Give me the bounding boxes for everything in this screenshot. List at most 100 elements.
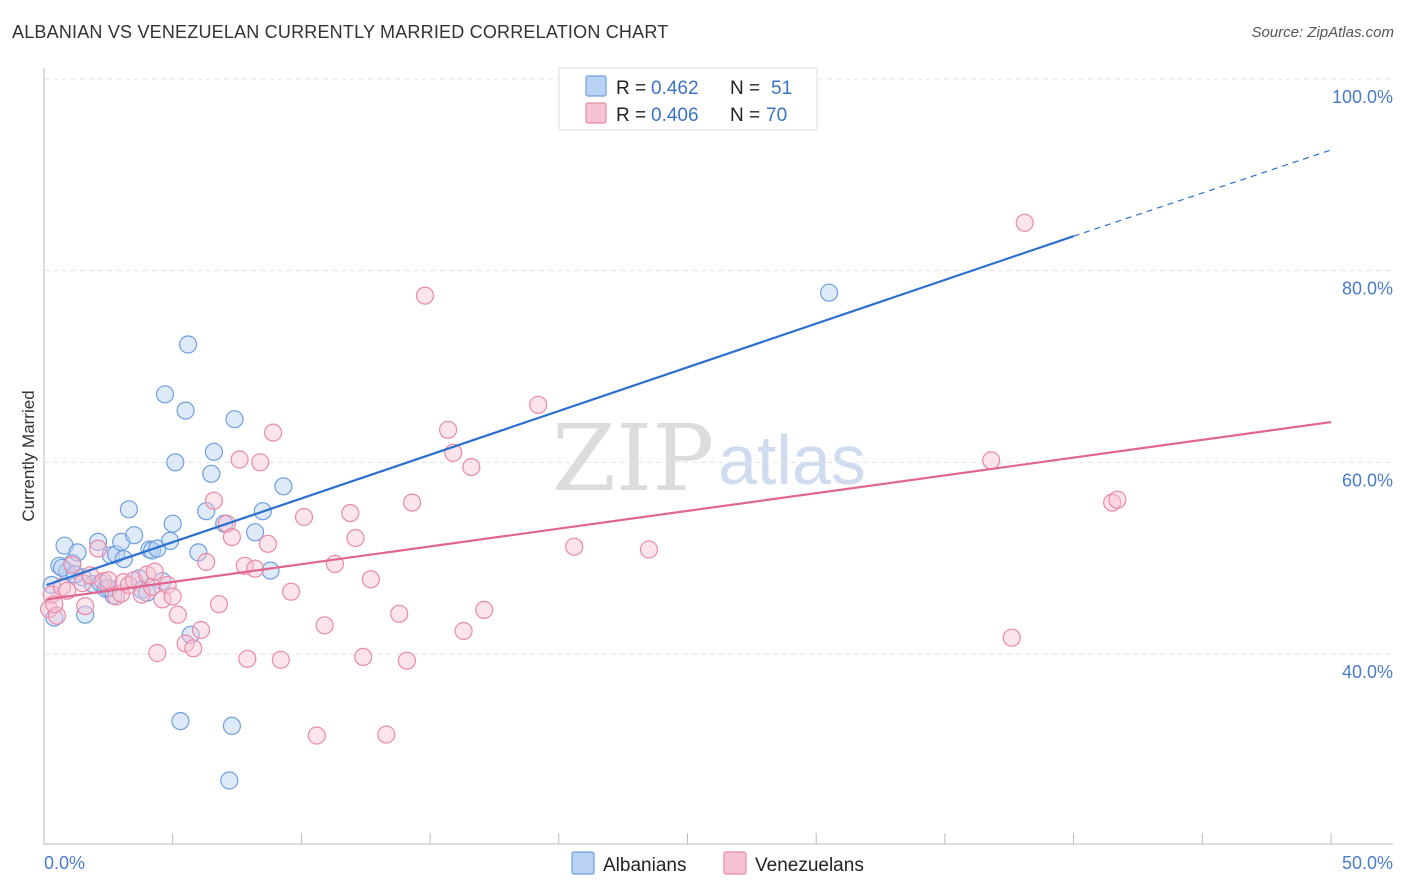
albanians-point — [171, 711, 190, 731]
venezuelans-point — [76, 596, 95, 616]
venezuelans-trend-line — [46, 420, 1332, 601]
watermark: ZIP atlas — [552, 405, 866, 512]
venezuelans-point — [415, 286, 435, 305]
venezuelans-point — [1015, 213, 1034, 232]
venezuelans-point — [99, 571, 118, 590]
albanians-point — [261, 561, 280, 580]
albanians-point — [155, 385, 175, 404]
albanians-point — [166, 453, 185, 472]
albanians-point — [189, 543, 208, 562]
venezuelans-point — [47, 606, 67, 625]
venezuelans-swatch — [585, 102, 607, 124]
venezuelans-point — [63, 555, 82, 575]
albanians-point — [181, 625, 200, 644]
venezuelans-point — [454, 621, 473, 641]
legend-venezuelans-label: Venezuelans — [755, 855, 864, 876]
legend-venezuelans-swatch — [723, 851, 747, 875]
venezuelans-point — [462, 458, 481, 477]
venezuelans-point — [1002, 628, 1021, 647]
venezuelans-point — [168, 605, 187, 624]
albanians-point — [45, 608, 64, 627]
albanians-r-label: R = — [616, 78, 646, 99]
y-tick-label-40: 40.0% — [1342, 662, 1393, 682]
venezuelans-point — [197, 552, 216, 572]
venezuelans-point — [475, 600, 494, 620]
venezuelans-point — [1103, 493, 1122, 512]
venezuelans-point — [238, 649, 257, 668]
venezuelans-point — [209, 595, 229, 614]
albanians-swatch — [585, 75, 607, 97]
venezuelans-n-value: 70 — [766, 105, 787, 126]
venezuelans-point — [148, 643, 167, 663]
stats-legend: R = 0.462 N = 51 R = 0.406 N = 70 — [558, 67, 818, 131]
albanians-point — [125, 526, 144, 545]
albanians-point — [220, 771, 239, 790]
venezuelans-point — [361, 570, 380, 589]
venezuelans-point — [230, 450, 249, 469]
legend-albanians-swatch — [571, 851, 595, 875]
albanians-point — [119, 500, 138, 519]
venezuelans-point — [153, 590, 172, 609]
venezuelans-point — [341, 503, 360, 523]
albanians-point — [88, 532, 108, 552]
y-tick-label-80: 80.0% — [1342, 279, 1393, 299]
legend-albanians-label: Albanians — [603, 855, 686, 876]
venezuelans-point — [145, 562, 164, 581]
venezuelans-point — [73, 573, 92, 593]
albanians-point — [222, 716, 241, 736]
x-tick-label-max: 50.0% — [1342, 853, 1393, 873]
albanians-r-value: 0.462 — [651, 78, 699, 99]
trend-lines — [46, 149, 1332, 601]
venezuelans-point — [94, 572, 113, 591]
albanians-point — [176, 401, 195, 420]
venezuelans-n-label: N = — [730, 105, 760, 126]
venezuelans-point — [982, 451, 1001, 470]
venezuelans-point — [258, 534, 277, 553]
venezuelans-point — [158, 575, 177, 595]
albanians-point — [246, 523, 265, 542]
venezuelans-point — [354, 647, 373, 667]
albanians-n-value: 51 — [771, 78, 792, 99]
venezuelans-point — [184, 639, 203, 658]
venezuelans-point — [251, 453, 270, 472]
venezuelans-point — [271, 650, 290, 669]
venezuelans-point — [346, 528, 365, 548]
venezuelans-point — [390, 604, 409, 623]
venezuelans-point — [204, 491, 223, 510]
albanians-point — [204, 442, 223, 461]
albanians-n-label: N = — [730, 78, 760, 99]
venezuelans-point — [106, 587, 126, 606]
venezuelans-point — [163, 587, 182, 606]
albanians-point — [179, 335, 198, 354]
x-tick-label-min: 0.0% — [44, 853, 85, 873]
venezuelans-point — [282, 582, 301, 601]
albanians-point — [163, 514, 182, 533]
venezuelans-point — [88, 539, 108, 558]
venezuelans-point — [639, 540, 659, 559]
gridlines: 40.0% 60.0% 80.0% 100.0% — [44, 78, 1393, 682]
venezuelans-point — [307, 726, 326, 745]
venezuelans-point — [529, 395, 548, 414]
albanians-point — [274, 477, 293, 496]
venezuelans-point — [397, 651, 416, 670]
y-tick-label-60: 60.0% — [1342, 470, 1393, 490]
series-legend: Albanians Venezuelans — [571, 851, 864, 876]
chart-title: ALBANIAN VS VENEZUELAN CURRENTLY MARRIED… — [12, 22, 669, 42]
venezuelans-point — [1108, 490, 1127, 509]
albanians-point — [819, 283, 839, 302]
venezuelans-point — [191, 620, 211, 640]
venezuelans-point — [235, 556, 254, 575]
venezuelans-r-value: 0.406 — [651, 105, 699, 126]
venezuelans-point — [315, 616, 334, 635]
albanians-trend-extension — [1073, 149, 1332, 237]
axes — [43, 68, 1393, 845]
albanians-trend-line — [46, 235, 1074, 587]
venezuelans-point — [294, 507, 314, 527]
y-axis-title: Currently Married — [19, 390, 38, 521]
venezuelans-point — [264, 423, 283, 442]
watermark-atlas: atlas — [718, 421, 866, 499]
y-tick-label-100: 100.0% — [1332, 87, 1393, 107]
albanians-point — [202, 464, 221, 483]
watermark-zip: ZIP — [552, 405, 714, 512]
venezuelans-point — [377, 725, 396, 744]
